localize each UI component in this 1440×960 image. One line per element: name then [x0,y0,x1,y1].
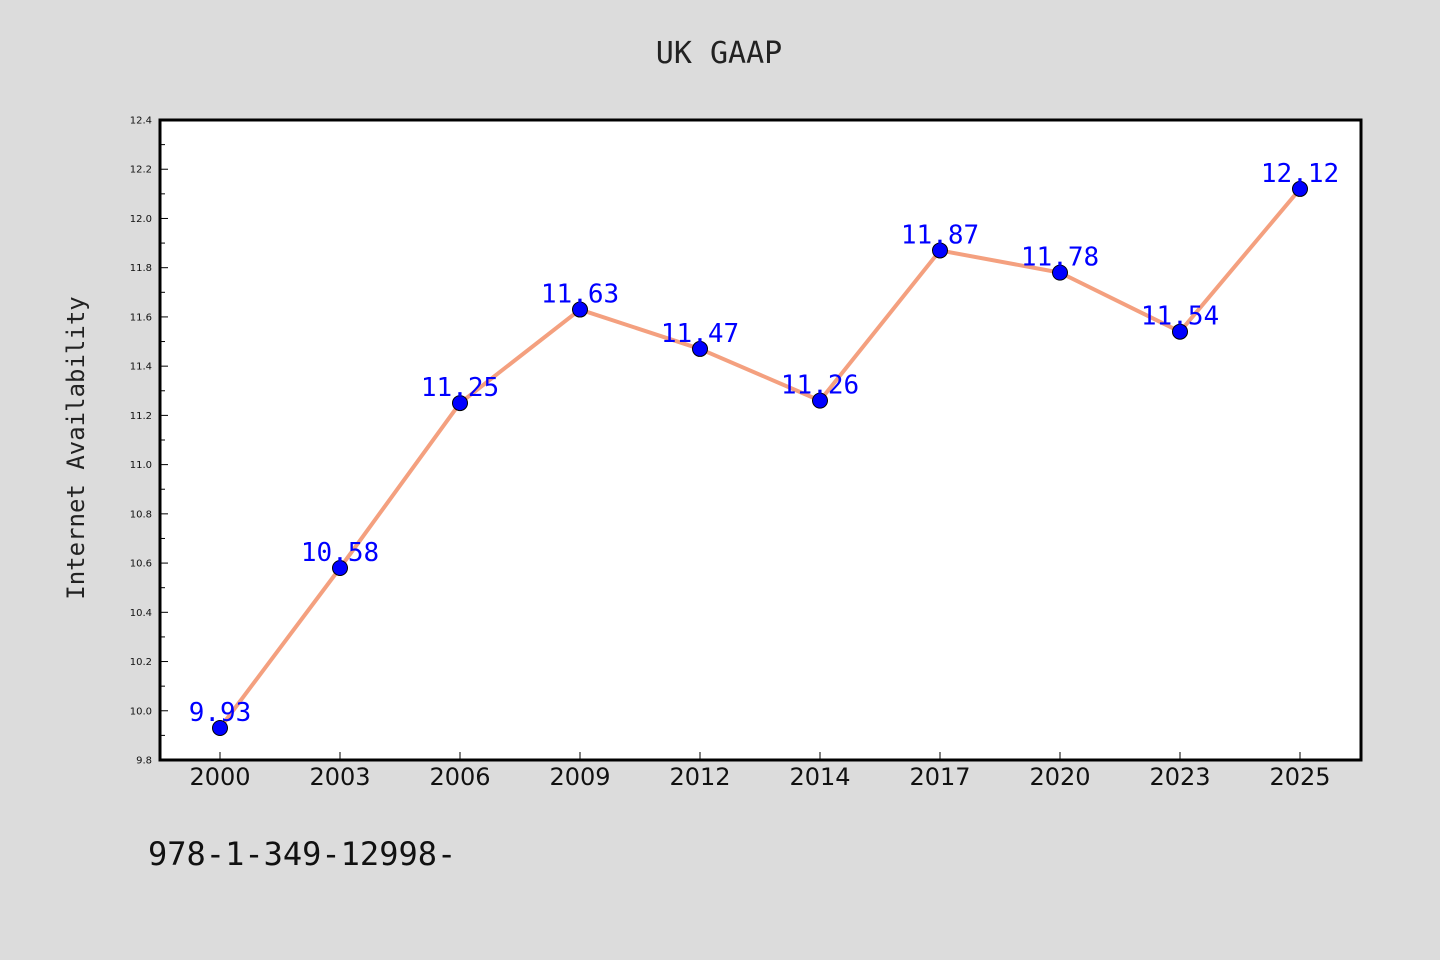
data-point [932,242,948,259]
y-tick-label: 10.2 [130,657,152,668]
y-tick-label: 10.0 [130,706,152,717]
plot-area [158,118,1363,762]
data-label: 11.26 [781,371,859,401]
y-axis-label: Internet Availability [62,296,90,599]
series-markers-group [212,180,1308,736]
y-tick-label: 11.0 [130,460,152,471]
data-label: 9.93 [189,698,252,728]
x-tick-label: 2020 [1029,763,1090,791]
data-point [1052,264,1068,281]
chart-title: UK GAAP [656,36,782,71]
data-labels-group: 9.93 10.58 11.25 11.63 11.47 11.26 11.87 11.78 1… [189,159,1339,728]
data-point [692,340,708,357]
y-tick-label: 12.0 [130,214,152,225]
data-point [1292,180,1308,197]
y-tick-label: 10.6 [130,559,152,570]
y-axis: 9.8 10.0 10.2 10.4 10.6 10.8 11.0 11.2 11.4 11.6 1… [130,116,168,767]
data-point [212,720,228,736]
data-label: 11.78 [1021,243,1099,273]
x-tick-label: 2025 [1269,763,1330,791]
data-point [572,301,588,318]
x-tick-label: 2009 [549,763,610,791]
x-tick-label: 2014 [789,763,850,791]
data-label: 11.54 [1141,302,1219,332]
data-label: 10.58 [301,538,379,568]
data-point [812,392,828,409]
series-line [218,187,1302,730]
y-tick-label: 11.6 [130,312,152,323]
x-tick-label: 2003 [309,763,370,791]
data-label: 11.25 [421,373,499,403]
data-point [332,560,348,576]
x-tick-label: 2006 [429,763,490,791]
data-point [452,395,468,412]
x-tick-label: 2012 [669,763,730,791]
data-label: 11.47 [661,319,739,349]
y-tick-label: 11.2 [130,411,152,422]
data-label: 11.63 [541,280,619,310]
y-tick-label: 11.8 [130,263,152,274]
x-tick-label: 2000 [189,763,250,791]
data-label: 12.12 [1261,159,1339,189]
y-tick-label: 12.4 [130,116,152,127]
x-tick-label: 2017 [909,763,970,791]
y-tick-label: 10.4 [130,608,152,619]
y-tick-label: 10.8 [130,509,152,520]
x-tick-label: 2023 [1149,763,1210,791]
y-tick-label: 9.8 [136,756,152,767]
x-axis: 2000 2003 2006 2009 2012 2014 2017 2020 2023 2025 [189,752,1331,791]
data-label: 11.87 [901,220,979,250]
y-tick-label: 11.4 [130,362,152,373]
footer-code: 978-1-349-12998- [148,835,456,873]
series-line-group [218,187,1302,730]
data-point [1172,323,1188,340]
y-tick-label: 12.2 [130,165,152,176]
